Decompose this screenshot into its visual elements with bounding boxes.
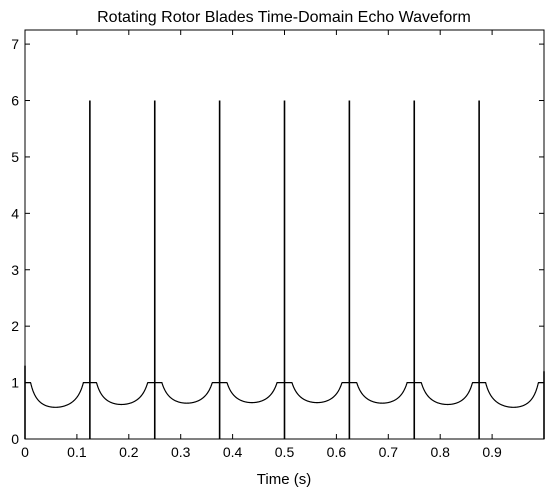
x-tick-label: 0.9 [482,444,502,460]
x-axis: 0 0.1 0.2 0.3 0.4 0.5 0.6 0.7 0.8 0.9 [21,30,502,460]
waveform-envelope [25,381,544,408]
y-tick-label: 0 [11,431,19,447]
y-tick-label: 5 [11,149,19,165]
x-axis-label: Time (s) [257,471,311,488]
plot-area [24,100,545,439]
y-tick-label: 3 [11,262,19,278]
chart-title: Rotating Rotor Blades Time-Domain Echo W… [97,9,471,26]
x-tick-label: 0.2 [119,444,139,460]
x-tick-label: 0.5 [275,444,295,460]
x-tick-label: 0.8 [430,444,450,460]
x-tick-label: 0.1 [67,444,87,460]
x-tick-label: 0.7 [379,444,399,460]
x-tick-label: 0.3 [171,444,191,460]
y-tick-label: 4 [11,205,19,221]
y-tick-label: 1 [11,375,19,391]
plot-frame [24,29,545,440]
y-tick-label: 2 [11,318,19,334]
y-tick-label: 6 [11,93,19,109]
x-tick-label: 0 [21,444,29,460]
y-tick-label: 7 [11,36,19,52]
x-tick-label: 0.4 [223,444,243,460]
y-axis: 0 1 2 3 4 5 6 7 [11,36,544,447]
x-tick-label: 0.6 [327,444,347,460]
